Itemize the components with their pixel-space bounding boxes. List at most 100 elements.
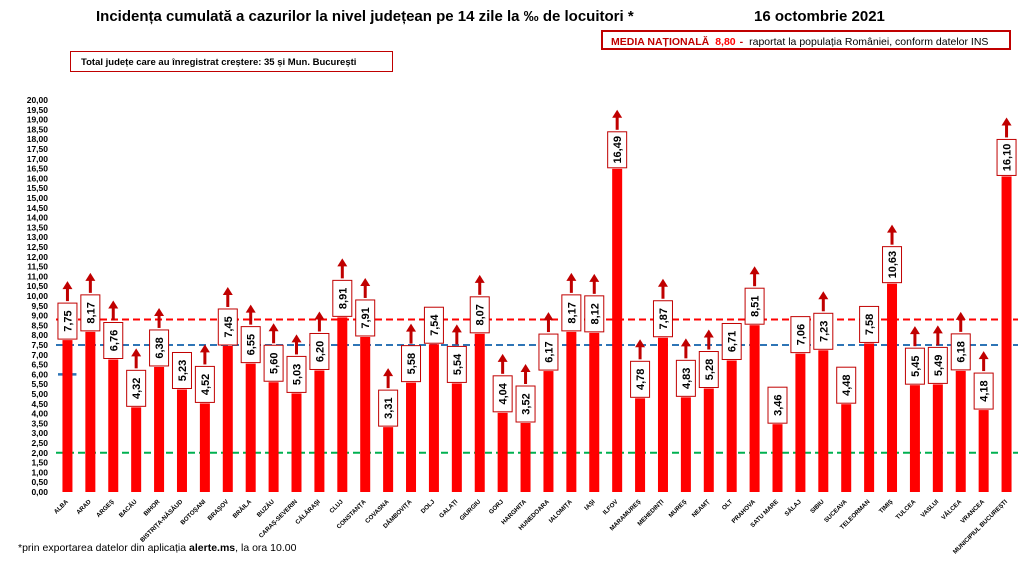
value-label: 8,91	[332, 279, 353, 317]
y-tick-label: 17,00	[27, 154, 49, 164]
value-label-text: 6,18	[956, 341, 968, 362]
bar	[383, 427, 394, 492]
increase-arrowhead	[497, 353, 508, 362]
increase-arrow	[615, 116, 619, 130]
increase-arrowhead	[154, 307, 165, 316]
value-label-text: 3,31	[383, 397, 395, 418]
value-label: 7,87	[652, 300, 673, 338]
y-axis-ticks: 0,000,501,001,502,002,503,003,504,004,50…	[27, 95, 49, 497]
increase-arrowhead	[85, 272, 96, 281]
value-label-box	[240, 326, 261, 364]
value-label-box	[217, 308, 238, 346]
value-label-text: 7,75	[62, 310, 74, 331]
value-label-text: 5,60	[269, 353, 281, 374]
bar	[154, 366, 165, 492]
y-tick-label: 8,50	[31, 320, 48, 330]
bar	[62, 340, 73, 492]
increase-arrow	[203, 351, 207, 365]
y-tick-label: 11,50	[27, 262, 48, 272]
value-label: 6,17	[538, 333, 559, 371]
value-label-box	[80, 294, 101, 332]
increase-arrow	[272, 330, 276, 344]
increase-arrow	[1005, 124, 1009, 138]
value-label-box	[996, 138, 1017, 176]
value-label-box	[813, 312, 834, 350]
y-tick-label: 4,50	[31, 399, 48, 409]
value-label-box	[355, 299, 376, 337]
national-average-box: MEDIA NAȚIONALĂ 8,80- raportat la populați…	[601, 30, 1011, 50]
y-tick-label: 2,00	[31, 448, 48, 458]
value-label: 5,60	[263, 344, 284, 382]
bar	[680, 397, 691, 492]
category-label: ALBA	[53, 498, 70, 515]
value-label-box	[171, 351, 192, 389]
value-label-box	[309, 332, 330, 370]
bar	[108, 359, 119, 492]
y-tick-label: 16,00	[27, 173, 49, 183]
bar	[337, 317, 348, 492]
increase-arrow	[295, 341, 298, 355]
increase-arrowhead	[635, 339, 646, 348]
value-label-box	[652, 300, 673, 338]
value-label: 3,46	[767, 386, 788, 424]
category-label: NEAMȚ	[691, 498, 712, 519]
national-average-label: MEDIA NAȚIONALĂ	[611, 36, 710, 48]
value-label-text: 6,76	[108, 330, 120, 351]
value-label: 3,31	[378, 389, 399, 427]
value-label: 5,54	[446, 345, 467, 383]
value-label: 10,63	[882, 246, 903, 284]
category-label: TULCEA	[895, 498, 918, 521]
footnote-suffix: , la ora 10.00	[235, 542, 297, 554]
value-label: 8,07	[469, 296, 490, 334]
bar	[795, 353, 806, 492]
bar	[360, 336, 371, 492]
value-label: 7,58	[859, 305, 880, 343]
y-tick-label: 13,50	[27, 222, 49, 232]
increase-arrowhead	[955, 311, 966, 320]
value-label-box	[194, 365, 215, 403]
y-tick-label: 13,00	[27, 232, 49, 242]
category-label: OLT	[721, 498, 735, 512]
value-label-box	[126, 369, 147, 407]
bar	[864, 343, 875, 492]
bar	[268, 382, 279, 492]
increase-arrow	[592, 280, 596, 294]
y-tick-label: 6,00	[31, 369, 48, 379]
increase-arrow	[936, 332, 940, 346]
increase-arrowhead	[978, 351, 989, 360]
bar	[245, 363, 256, 492]
value-label: 5,58	[401, 345, 422, 383]
value-label-box	[675, 359, 696, 397]
value-label-text: 7,58	[864, 314, 876, 335]
value-label-box	[973, 372, 994, 410]
increase-arrow	[157, 314, 161, 328]
bar	[657, 337, 668, 492]
bar	[406, 382, 417, 492]
value-label-box	[767, 386, 788, 424]
increase-arrow	[363, 284, 367, 298]
bar	[314, 370, 325, 492]
bar	[887, 283, 898, 492]
value-label-text: 5,28	[704, 359, 716, 380]
bar	[726, 360, 737, 492]
value-label: 7,75	[57, 302, 78, 340]
increase-arrow	[982, 358, 986, 372]
y-tick-label: 14,50	[27, 203, 49, 213]
category-label: BISTRIȚA-NĂSĂUD	[139, 498, 185, 544]
value-label-text: 7,45	[223, 316, 235, 337]
bar	[474, 333, 485, 492]
increase-arrow	[661, 285, 665, 299]
increase-arrow	[890, 231, 894, 245]
national-average-value: 8,80	[715, 36, 736, 48]
bar	[612, 168, 623, 492]
increase-arrow	[134, 355, 138, 369]
y-tick-label: 17,50	[27, 144, 49, 154]
y-tick-label: 16,50	[27, 164, 49, 174]
value-label: 6,55	[240, 326, 261, 364]
bar	[635, 398, 646, 492]
y-tick-label: 3,50	[31, 418, 48, 428]
increase-arrow	[65, 288, 69, 302]
value-label-text: 8,17	[566, 302, 578, 323]
value-label-text: 8,91	[337, 288, 349, 309]
bar	[703, 388, 714, 492]
